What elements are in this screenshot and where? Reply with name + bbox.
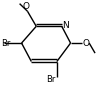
Text: Br: Br xyxy=(46,75,55,84)
Text: Br: Br xyxy=(1,39,10,48)
Text: O: O xyxy=(82,39,89,48)
Text: N: N xyxy=(62,21,69,30)
Text: O: O xyxy=(23,2,30,11)
